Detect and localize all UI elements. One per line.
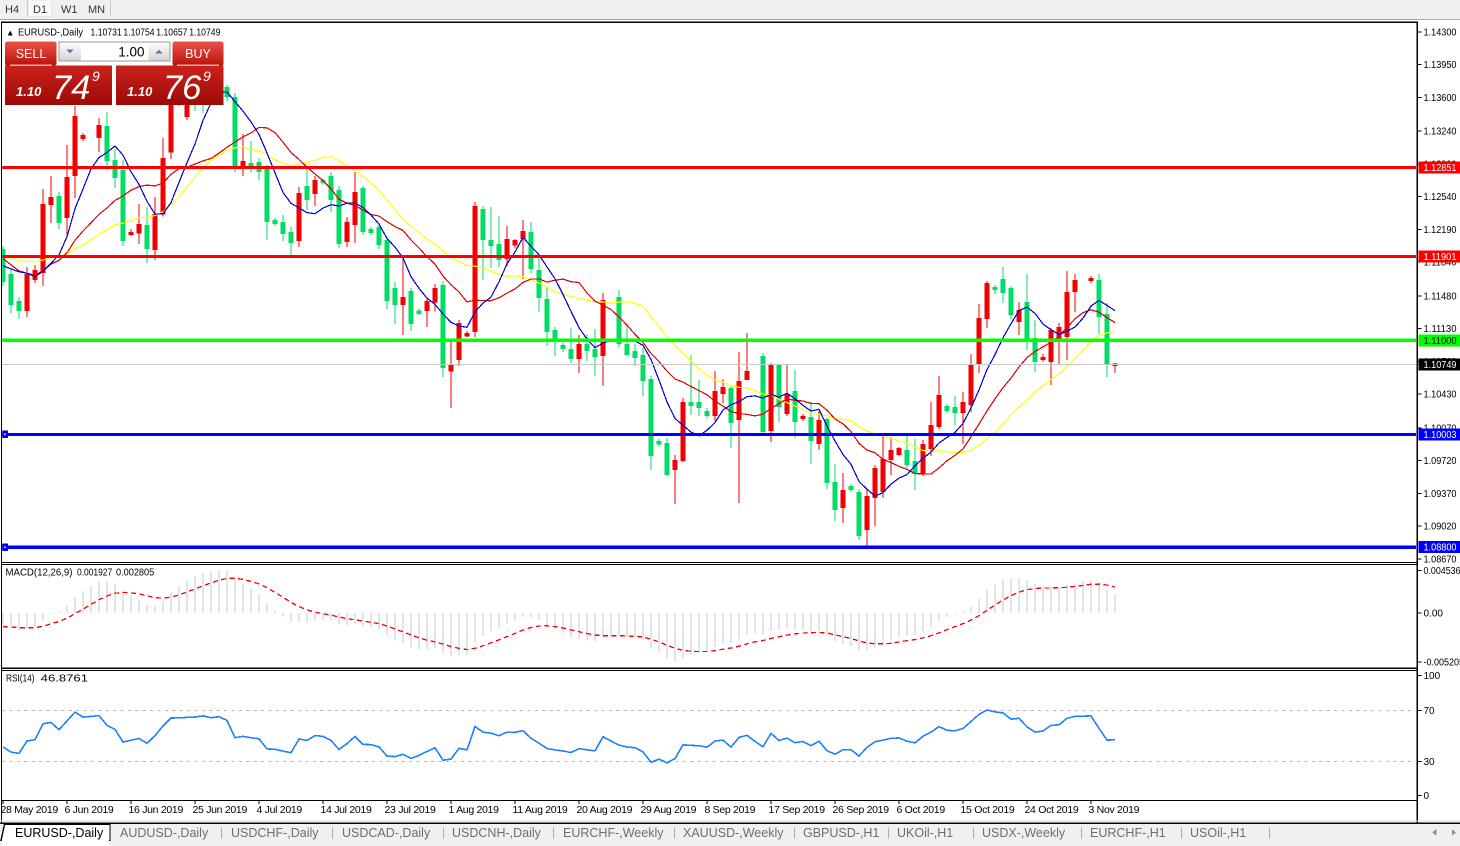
svg-text:|: | (793, 825, 796, 839)
svg-text:USDCAD-,Daily: USDCAD-,Daily (342, 826, 431, 840)
svg-text:MACD(12,26,9): MACD(12,26,9) (6, 567, 73, 579)
svg-text:H4: H4 (5, 4, 19, 16)
svg-text:1.11480: 1.11480 (1424, 291, 1457, 302)
svg-text:1.09370: 1.09370 (1424, 489, 1457, 500)
svg-text:6 Jun 2019: 6 Jun 2019 (65, 804, 114, 816)
svg-text:EURCHF-,Weekly: EURCHF-,Weekly (563, 826, 664, 840)
svg-text:1.10754: 1.10754 (123, 27, 154, 39)
svg-text:1.10749: 1.10749 (1424, 360, 1457, 371)
svg-text:14 Jul 2019: 14 Jul 2019 (321, 804, 372, 816)
svg-text:1.00: 1.00 (118, 45, 144, 60)
svg-text:USOil-,H1: USOil-,H1 (1190, 826, 1246, 840)
svg-text:8 Sep 2019: 8 Sep 2019 (705, 804, 756, 816)
svg-text:1.08800: 1.08800 (1424, 543, 1457, 554)
svg-text:USDCNH-,Daily: USDCNH-,Daily (452, 826, 542, 840)
svg-text:1.10657: 1.10657 (156, 27, 187, 39)
svg-text:1.13240: 1.13240 (1424, 127, 1457, 138)
svg-text:46.8761: 46.8761 (41, 673, 88, 685)
svg-text:1.13950: 1.13950 (1424, 60, 1457, 71)
svg-text:|: | (1180, 825, 1183, 839)
svg-text:11 Aug 2019: 11 Aug 2019 (513, 804, 568, 816)
svg-text:EURUSD-,Daily: EURUSD-,Daily (18, 27, 84, 39)
svg-text:0: 0 (1424, 791, 1430, 802)
svg-text:XAUUSD-,Weekly: XAUUSD-,Weekly (683, 826, 784, 840)
svg-text:▲: ▲ (6, 28, 14, 38)
svg-text:|: | (887, 825, 890, 839)
svg-text:9: 9 (203, 68, 211, 84)
svg-text:AUDUSD-,Daily: AUDUSD-,Daily (120, 826, 209, 840)
svg-text:28 May 2019: 28 May 2019 (1, 804, 59, 816)
svg-text:1.12190: 1.12190 (1424, 225, 1457, 236)
svg-text:D1: D1 (33, 4, 47, 16)
svg-text:74: 74 (52, 69, 90, 107)
svg-text:1.11901: 1.11901 (1424, 252, 1457, 263)
svg-text:1.14300: 1.14300 (1424, 27, 1457, 38)
svg-text:15 Oct 2019: 15 Oct 2019 (961, 804, 1015, 816)
svg-text:EURCHF-,H1: EURCHF-,H1 (1090, 826, 1166, 840)
svg-text:|: | (1080, 825, 1083, 839)
svg-text:1.08670: 1.08670 (1424, 554, 1457, 565)
svg-text:1.12851: 1.12851 (1424, 163, 1457, 174)
svg-text:|: | (220, 825, 223, 839)
svg-text:|: | (972, 825, 975, 839)
svg-text:UKOil-,H1: UKOil-,H1 (897, 826, 953, 840)
svg-text:26 Sep 2019: 26 Sep 2019 (833, 804, 890, 816)
svg-text:4 Jul 2019: 4 Jul 2019 (257, 804, 303, 816)
svg-text:EURUSD-,Daily: EURUSD-,Daily (15, 826, 104, 840)
svg-text:1.10003: 1.10003 (1424, 430, 1457, 441)
svg-text:0.004536: 0.004536 (1424, 566, 1460, 577)
svg-text:70: 70 (1424, 706, 1436, 717)
svg-text:|: | (1268, 825, 1271, 839)
svg-text:RSI(14): RSI(14) (6, 673, 35, 685)
svg-text:1.10: 1.10 (16, 84, 42, 99)
svg-text:76: 76 (163, 69, 202, 107)
svg-text:1.10430: 1.10430 (1424, 390, 1457, 401)
svg-text:24 Oct 2019: 24 Oct 2019 (1025, 804, 1079, 816)
svg-text:|: | (552, 825, 555, 839)
svg-text:SELL: SELL (16, 47, 47, 61)
svg-text:9: 9 (92, 68, 100, 84)
svg-text:0.002805: 0.002805 (116, 567, 154, 579)
svg-text:1.12540: 1.12540 (1424, 192, 1457, 203)
svg-text:23 Jul 2019: 23 Jul 2019 (385, 804, 436, 816)
svg-text:|: | (673, 825, 676, 839)
svg-text:3 Nov 2019: 3 Nov 2019 (1089, 804, 1140, 816)
svg-text:1.10749: 1.10749 (189, 27, 220, 39)
svg-text:USDCHF-,Daily: USDCHF-,Daily (231, 826, 319, 840)
svg-text:USDX-,Weekly: USDX-,Weekly (982, 826, 1066, 840)
svg-text:GBPUSD-,H1: GBPUSD-,H1 (803, 826, 879, 840)
svg-text:25 Jun 2019: 25 Jun 2019 (193, 804, 248, 816)
svg-text:1.11000: 1.11000 (1424, 336, 1457, 347)
svg-text:1.09020: 1.09020 (1424, 522, 1457, 533)
svg-text:1.11130: 1.11130 (1424, 324, 1457, 335)
svg-text:W1: W1 (61, 4, 78, 16)
svg-text:BUY: BUY (185, 47, 211, 61)
svg-text:17 Sep 2019: 17 Sep 2019 (769, 804, 826, 816)
svg-text:1.11840: 1.11840 (1424, 258, 1457, 269)
svg-text:|: | (331, 825, 334, 839)
svg-text:30: 30 (1424, 757, 1436, 768)
svg-text:16 Jun 2019: 16 Jun 2019 (129, 804, 184, 816)
svg-text:|: | (442, 825, 445, 839)
svg-text:1 Aug 2019: 1 Aug 2019 (449, 804, 500, 816)
svg-text:-0.005205: -0.005205 (1424, 657, 1460, 668)
svg-text:1.13600: 1.13600 (1424, 93, 1457, 104)
svg-text:100: 100 (1424, 671, 1441, 682)
svg-text:1.10: 1.10 (127, 84, 153, 99)
svg-text:1.09720: 1.09720 (1424, 456, 1457, 467)
svg-text:29 Aug 2019: 29 Aug 2019 (641, 804, 697, 816)
svg-text:20 Aug 2019: 20 Aug 2019 (577, 804, 633, 816)
svg-text:0.00: 0.00 (1424, 609, 1444, 620)
svg-text:6 Oct 2019: 6 Oct 2019 (897, 804, 946, 816)
svg-text:MN: MN (88, 4, 105, 16)
svg-text:0.001927: 0.001927 (77, 567, 112, 579)
svg-text:1.10731: 1.10731 (91, 27, 122, 39)
